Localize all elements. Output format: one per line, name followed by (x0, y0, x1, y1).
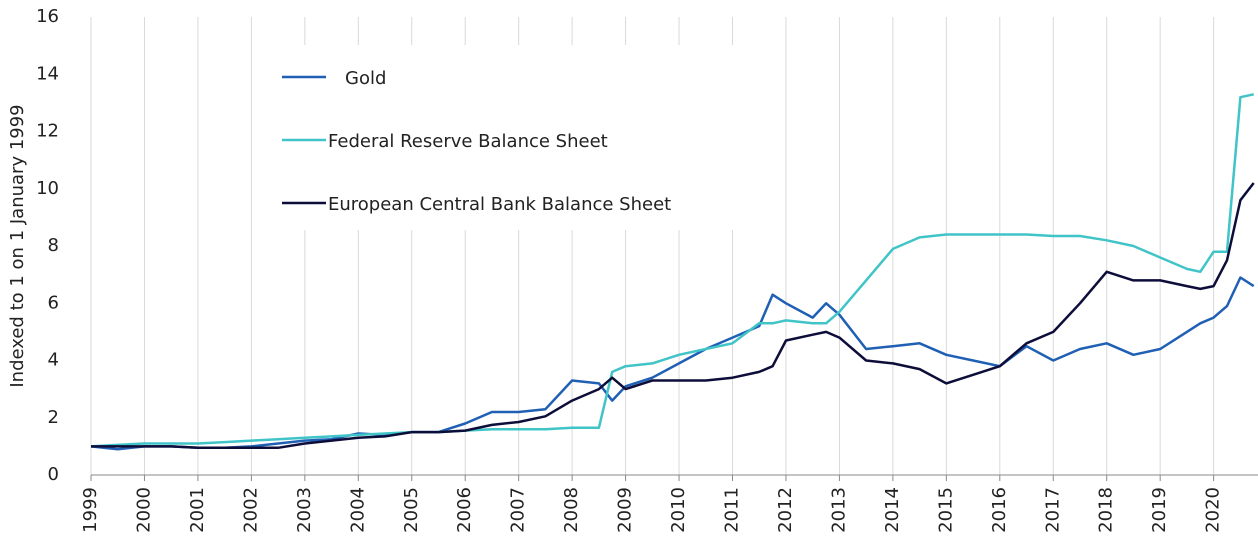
y-tick-label: 0 (48, 464, 59, 485)
x-tick-label: 2016 (989, 487, 1010, 533)
x-tick-label: 2017 (1042, 487, 1063, 533)
y-tick-label: 14 (36, 63, 59, 84)
y-axis-label: Indexed to 1 on 1 January 1999 (7, 104, 28, 387)
x-tick-label: 2001 (187, 487, 208, 533)
y-tick-label: 16 (36, 6, 59, 27)
x-tick-label: 2014 (882, 487, 903, 533)
x-tick-label: 2004 (347, 487, 368, 533)
x-tick-label: 2011 (722, 487, 743, 533)
x-tick-label: 2009 (615, 487, 636, 533)
x-tick-label: 1999 (80, 487, 101, 533)
legend-box (265, 45, 765, 230)
x-tick-label: 2008 (561, 487, 582, 533)
line-series (90, 276, 1255, 451)
x-tick-label: 2013 (828, 487, 849, 533)
y-tick-label: 2 (48, 407, 59, 428)
x-tick-label: 2010 (668, 487, 689, 533)
x-tick-label: 2019 (1149, 487, 1170, 533)
line-series (90, 93, 1254, 448)
legend-label: Gold (345, 68, 386, 89)
y-tick-label: 6 (48, 292, 59, 313)
legend-label: Federal Reserve Balance Sheet (328, 131, 608, 152)
y-tick-label: 8 (48, 235, 59, 256)
y-tick-label: 4 (48, 350, 59, 371)
x-tick-label: 2005 (401, 487, 422, 533)
x-tick-label: 2015 (935, 487, 956, 533)
legend-label: European Central Bank Balance Sheet (328, 194, 671, 215)
y-tick-label: 12 (36, 121, 59, 142)
x-tick-label: 2002 (240, 487, 261, 533)
x-tick-label: 2000 (133, 487, 154, 533)
y-tick-label: 10 (36, 178, 59, 199)
x-tick-label: 2006 (454, 487, 475, 533)
x-tick-label: 2018 (1096, 487, 1117, 533)
x-tick-label: 2012 (775, 487, 796, 533)
line-series (91, 182, 1255, 450)
x-tick-label: 2007 (508, 487, 529, 533)
x-tick-label: 2003 (294, 487, 315, 533)
x-tick-label: 2020 (1203, 487, 1224, 533)
